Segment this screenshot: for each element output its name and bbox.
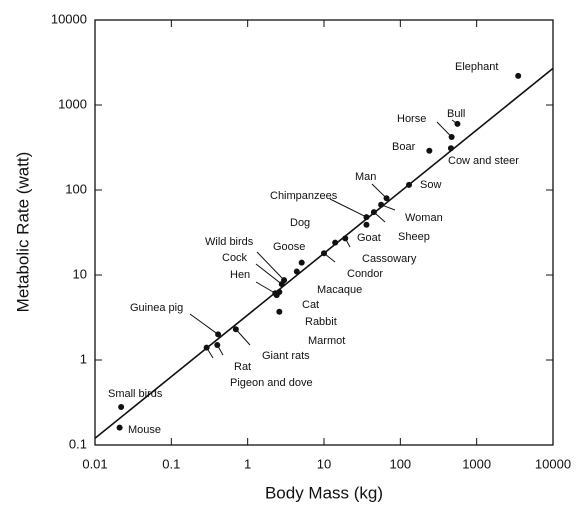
leader-line	[189, 313, 219, 335]
data-point	[363, 214, 370, 221]
data-point	[406, 181, 413, 188]
data-point	[515, 72, 522, 79]
point-label: Man	[355, 171, 376, 183]
data-point	[214, 342, 221, 349]
data-point	[273, 292, 280, 299]
point-label: Marmot	[308, 335, 345, 347]
x-tick-label: 100	[389, 456, 411, 471]
data-point	[332, 239, 339, 246]
x-tick-label: 0.1	[162, 456, 180, 471]
data-point	[298, 259, 305, 266]
point-label: Chimpanzees	[270, 190, 338, 202]
y-tick-label: 10000	[51, 11, 87, 26]
y-axis-label: Metabolic Rate (watt)	[13, 152, 32, 313]
point-label: Sow	[420, 179, 441, 191]
data-point	[448, 134, 455, 141]
data-point	[454, 120, 461, 127]
leader-line	[329, 198, 367, 218]
point-label: Cassowary	[362, 253, 417, 265]
y-tick-label: 1000	[58, 96, 87, 111]
data-point	[203, 344, 210, 351]
x-tick-label: 10	[317, 456, 331, 471]
y-tick-label: 100	[65, 181, 87, 196]
point-label: Goat	[357, 232, 381, 244]
leader-line	[436, 121, 452, 138]
y-tick-label: 10	[73, 266, 87, 281]
data-point	[278, 281, 285, 288]
point-label: Pigeon and dove	[230, 377, 313, 389]
leader-line	[256, 251, 285, 281]
point-label: Small birds	[108, 388, 163, 400]
x-tick-label: 0.01	[82, 456, 107, 471]
data-point	[363, 221, 370, 228]
y-tick-label: 1	[80, 351, 87, 366]
point-label: Giant rats	[262, 350, 310, 362]
point-label: Horse	[397, 113, 426, 125]
data-point	[426, 147, 433, 154]
leader-line	[371, 183, 387, 199]
x-tick-label: 1	[244, 456, 251, 471]
point-label: Condor	[347, 268, 383, 280]
plot-frame	[94, 19, 554, 446]
data-point	[342, 235, 349, 242]
y-tick-label: 0.1	[69, 436, 87, 451]
point-label: Cat	[302, 299, 319, 311]
leader-line	[235, 328, 251, 346]
data-point	[383, 195, 390, 202]
leader-line	[255, 281, 276, 294]
data-point	[293, 268, 300, 275]
point-label: Hen	[230, 269, 250, 281]
data-point	[370, 209, 377, 216]
x-tick-label: 10000	[535, 456, 571, 471]
point-label: Dog	[290, 217, 310, 229]
x-axis-label: Body Mass (kg)	[265, 483, 383, 502]
point-label: Sheep	[398, 231, 430, 243]
point-label: Guinea pig	[130, 302, 183, 314]
point-label: Goose	[273, 241, 305, 253]
point-label: Mouse	[128, 424, 161, 436]
data-point	[447, 145, 454, 152]
leader-line	[255, 263, 283, 285]
data-point	[118, 403, 125, 410]
data-point	[321, 250, 327, 257]
point-label: Elephant	[455, 61, 498, 73]
data-point	[276, 308, 283, 315]
point-label: Rat	[234, 361, 251, 373]
data-point	[116, 424, 123, 431]
point-label: Woman	[405, 212, 443, 224]
point-label: Cow and steer	[448, 155, 519, 167]
x-tick-label: 1000	[462, 456, 491, 471]
point-label: Macaque	[317, 284, 362, 296]
data-point	[378, 201, 385, 208]
point-label: Rabbit	[305, 316, 337, 328]
data-point	[215, 331, 222, 338]
point-label: Cock	[222, 252, 248, 264]
data-point	[232, 326, 239, 333]
point-label: Wild birds	[205, 236, 254, 248]
point-label: Bull	[447, 108, 465, 120]
point-label: Boar	[392, 141, 416, 153]
